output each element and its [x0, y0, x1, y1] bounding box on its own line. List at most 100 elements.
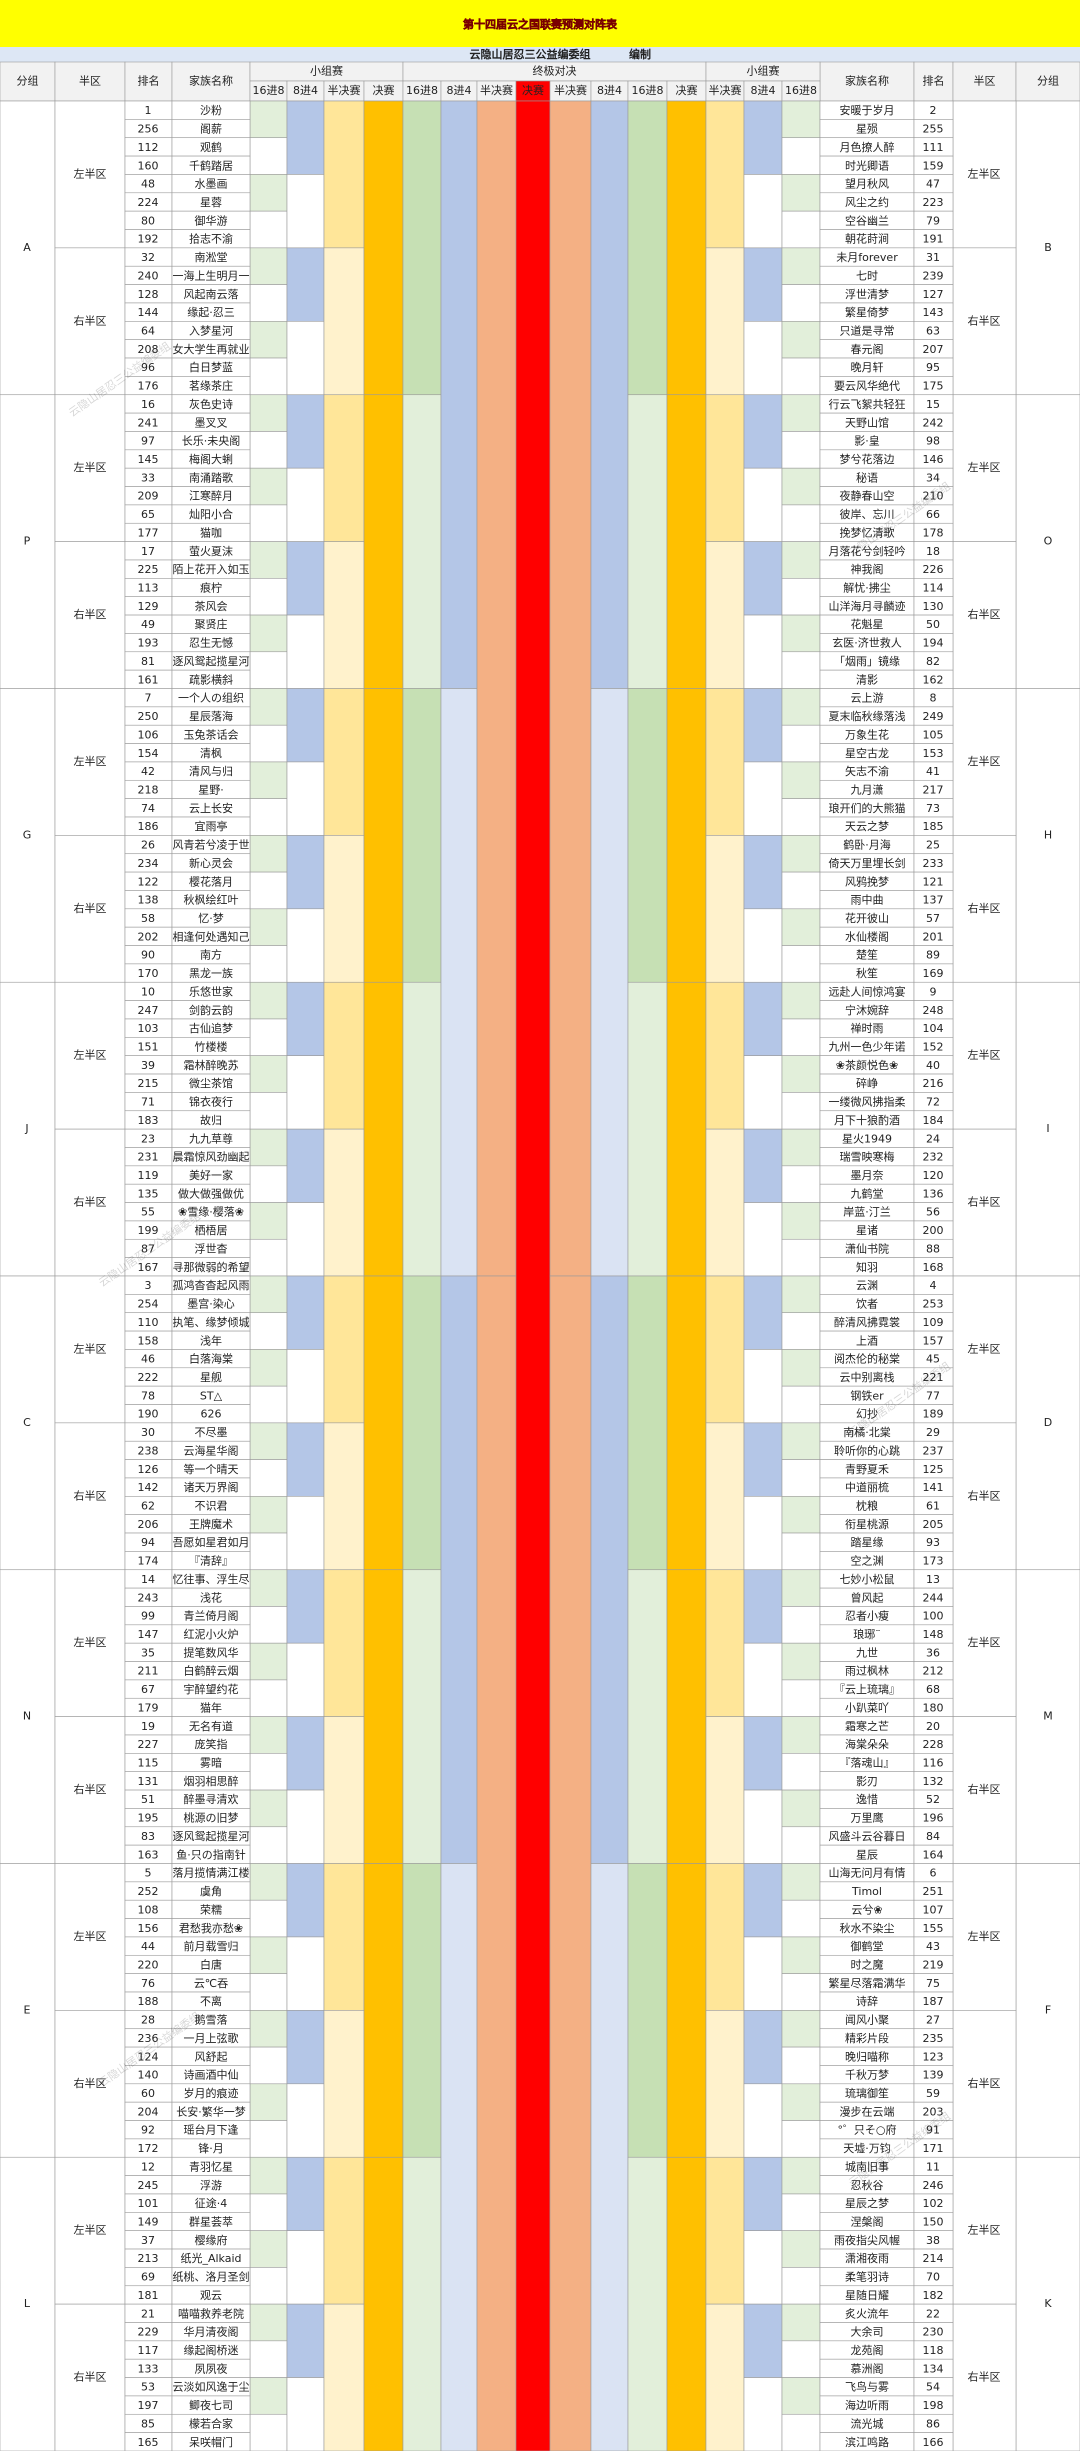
rank: 143 — [923, 306, 944, 319]
rank: 200 — [923, 1224, 944, 1237]
rank: 221 — [923, 1371, 944, 1384]
round-slot — [286, 908, 325, 983]
header-label: 半区 — [974, 74, 996, 88]
round-slot — [249, 2156, 288, 2195]
rank: 113 — [138, 582, 159, 595]
family-name: 观云 — [200, 2289, 222, 2302]
round-slot — [249, 2120, 288, 2158]
subtitle-suffix: 编制 — [629, 47, 651, 61]
round-slot — [743, 2377, 783, 2451]
rank: 112 — [138, 141, 159, 154]
rank: 100 — [923, 1610, 944, 1623]
half-label: 左半区 — [74, 2223, 107, 2237]
family-name: 忍者小瘦 — [845, 1609, 889, 1623]
family-name: 一海上生明月一 — [173, 268, 250, 282]
header-cell — [54, 61, 126, 102]
rank: 59 — [926, 2087, 940, 2100]
round-slot — [781, 614, 821, 653]
half-label: 右半区 — [74, 1488, 107, 1502]
half-label: 右半区 — [74, 1782, 107, 1796]
cell — [913, 2432, 954, 2451]
rank: 147 — [138, 1628, 159, 1641]
family-name: 桃源の旧梦 — [184, 1811, 239, 1825]
group-label: L — [24, 2297, 31, 2310]
family-name: 红泥小火炉 — [184, 1628, 239, 1641]
round-slot — [249, 1349, 288, 1387]
rank: 167 — [138, 1261, 159, 1274]
round-slot — [781, 1459, 821, 1497]
half-label: 左半区 — [74, 1929, 107, 1943]
half-label: 右半区 — [74, 313, 107, 327]
rank: 34 — [926, 471, 940, 484]
family-name: 南涌踏歌 — [189, 470, 233, 484]
round-slot — [402, 688, 442, 983]
family-name: 「烟雨」镜缘 — [834, 654, 900, 668]
round-slot — [781, 2267, 821, 2305]
half-label: 左半区 — [74, 460, 107, 474]
rank: 163 — [138, 1848, 159, 1861]
rank: 58 — [141, 912, 155, 925]
round-slot — [705, 541, 745, 689]
family-name: 玄医·济世救人 — [832, 636, 902, 650]
round-slot — [286, 174, 325, 249]
family-name: 挽梦忆清歌 — [840, 525, 895, 539]
group-label: B — [1044, 241, 1052, 254]
rank: 225 — [138, 563, 159, 576]
rank: 237 — [923, 1444, 944, 1457]
family-name: 青兰倚月阁 — [184, 1609, 239, 1623]
family-name: 不离 — [200, 1994, 222, 2008]
family-name: 望月秋风 — [845, 177, 889, 191]
round-slot — [781, 1018, 821, 1056]
rank: 5 — [145, 1867, 152, 1880]
group-label: M — [1043, 1710, 1053, 1723]
rank: 74 — [141, 802, 155, 815]
round-slot — [286, 2303, 325, 2378]
round-slot — [286, 835, 325, 910]
rank: 24 — [926, 1132, 940, 1145]
round-slot — [705, 1422, 745, 1571]
family-name: 慕洲阁 — [851, 2361, 884, 2375]
round-slot — [249, 2193, 288, 2231]
rank: 103 — [138, 1022, 159, 1035]
round-slot — [286, 2010, 325, 2085]
family-name: 天野山馆 — [845, 415, 889, 429]
round-slot — [705, 2156, 745, 2305]
round-slot — [743, 1422, 783, 1497]
family-name: 晨霜惊风劲幽起 — [173, 1150, 250, 1164]
header-label: 终极对决 — [533, 64, 577, 78]
round-slot — [286, 688, 325, 763]
half-cell — [54, 100, 126, 249]
rank: 79 — [926, 214, 940, 227]
round-slot — [249, 651, 288, 689]
family-name: 剑韵云韵 — [189, 1003, 233, 1017]
round-slot — [249, 2377, 288, 2415]
round-slot — [781, 431, 821, 469]
half-label: 右半区 — [968, 2076, 1001, 2090]
rank: 68 — [926, 1683, 940, 1696]
family-name: 月下十狼酌酒 — [834, 1113, 900, 1127]
family-name: 瑞雪映寒梅 — [840, 1150, 895, 1164]
group-cell — [0, 100, 56, 396]
family-name: 解忧·拂尘 — [843, 581, 891, 595]
family-name: 墨月奈 — [851, 1168, 884, 1182]
family-name: 浮游 — [200, 2179, 222, 2192]
round-slot — [363, 100, 404, 396]
rank: 142 — [138, 1481, 159, 1494]
family-name: 枕粮 — [856, 1498, 878, 1512]
rank: 124 — [138, 2050, 159, 2063]
rank: 115 — [138, 1757, 159, 1770]
rank: 126 — [138, 1463, 159, 1476]
family-name: 风鸦挽梦 — [845, 874, 889, 888]
family-name: 栖梧居 — [195, 1223, 228, 1237]
rank: 82 — [926, 655, 940, 668]
rank: 86 — [926, 2417, 940, 2430]
family-name: 鹤卧·月海 — [843, 838, 891, 852]
round-label: 8进4 — [447, 84, 472, 97]
round-label: 半决赛 — [328, 83, 361, 97]
family-name: 云渊 — [856, 1279, 878, 1292]
half-cell — [54, 1569, 126, 1717]
family-name: 鲫夜七司 — [189, 2398, 233, 2412]
round-slot — [781, 578, 821, 616]
round-slot — [781, 2083, 821, 2121]
rank: 140 — [138, 2069, 159, 2082]
